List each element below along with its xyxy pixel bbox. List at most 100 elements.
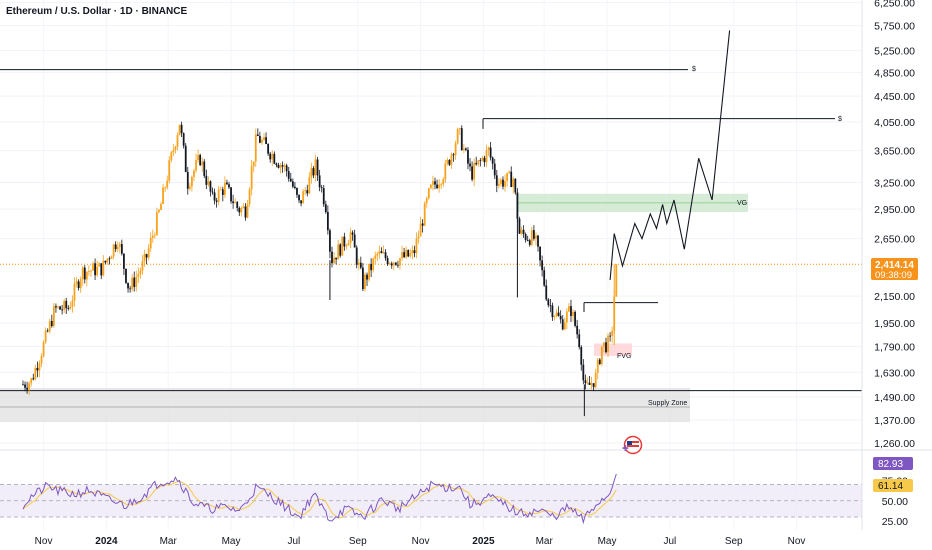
candle-body: [553, 316, 556, 318]
candle-body: [508, 171, 511, 173]
candle-body: [139, 270, 142, 274]
candle-body: [42, 342, 45, 357]
candle-body: [184, 145, 187, 172]
candle-body: [547, 299, 550, 306]
candle-body: [180, 124, 183, 134]
candle-body: [390, 263, 393, 266]
candle-body: [160, 203, 162, 210]
candle-body: [411, 250, 414, 254]
candle-body: [592, 383, 595, 388]
candle-body: [102, 260, 105, 276]
candle-body: [232, 201, 235, 204]
current-price-value: 2,414.14: [875, 260, 914, 271]
candle-body: [213, 192, 216, 201]
candle-body: [380, 251, 383, 254]
candle-body: [302, 191, 305, 204]
candle-body: [572, 311, 574, 316]
price-axis[interactable]: 6,250.00 5,750.00 5,250.00 4,850.00 4,450.00…: [861, 0, 915, 530]
candle-body: [230, 187, 232, 202]
candle-body: [394, 262, 397, 265]
candle-body: [465, 148, 467, 150]
chart-title: Ethereum / U.S. Dollar · 1D · BINANCE: [6, 6, 188, 17]
candle-body: [405, 249, 408, 258]
candle-body: [444, 163, 447, 180]
candle-body: [493, 163, 496, 176]
candle-body: [388, 263, 391, 265]
candle-body: [44, 330, 47, 343]
candle-body: [269, 153, 272, 160]
candle-body: [565, 311, 568, 323]
candle-body: [335, 257, 338, 260]
rsi-tick-label: 50.00: [882, 496, 908, 508]
candle-body: [392, 262, 395, 266]
candle-body: [92, 263, 94, 271]
grid-lines: [0, 2, 862, 444]
candle-body: [397, 264, 399, 266]
price-tick-label: 6,250.00: [874, 0, 915, 10]
candle-body: [357, 262, 360, 265]
candle-body: [368, 263, 370, 280]
fvg-label-green: VG: [737, 200, 747, 207]
candle-body: [535, 235, 537, 239]
candle-body: [265, 137, 267, 145]
candle-body: [611, 330, 614, 336]
candle-body: [205, 175, 208, 185]
time-tick-label: Nov: [412, 536, 430, 547]
candle-body: [462, 148, 465, 151]
candle-body: [429, 184, 432, 189]
candle-body: [125, 268, 127, 283]
candle-body: [85, 271, 88, 280]
candle-body: [594, 372, 597, 388]
candle-body: [65, 300, 68, 309]
rsi-ma-badge-bg: [873, 479, 913, 492]
horizontal-levels: [0, 69, 862, 392]
candle-body: [178, 124, 181, 136]
candle-body: [512, 178, 515, 187]
candle-body: [104, 260, 107, 263]
time-tick-label: May: [222, 536, 241, 547]
candle-body: [386, 258, 389, 265]
time-tick-label: Nov: [35, 536, 53, 547]
candle-body: [170, 152, 173, 161]
price-tick-label: 3,250.00: [874, 178, 915, 190]
candle-body: [188, 186, 191, 189]
flag-icon[interactable]: [623, 435, 643, 455]
time-tick-label: 2025: [472, 536, 495, 547]
candle-body: [52, 306, 55, 327]
candle-body: [250, 166, 253, 190]
candle-body: [528, 240, 531, 245]
candle-body: [436, 184, 438, 189]
candle-body: [127, 282, 129, 289]
candle-body: [26, 387, 28, 390]
candle-body: [568, 306, 570, 312]
candle-body: [467, 149, 469, 164]
candle-body: [487, 147, 490, 150]
candle-body: [211, 191, 214, 193]
candle-body: [81, 267, 84, 280]
candle-body: [164, 187, 167, 189]
candle-body: [489, 147, 492, 158]
candle-body: [473, 163, 476, 180]
candle-body: [123, 253, 125, 269]
candle-body: [524, 234, 527, 240]
candle-body: [520, 229, 523, 234]
candle-body: [471, 166, 473, 180]
candle-body: [149, 237, 152, 249]
candle-body: [217, 189, 220, 202]
candle-body: [423, 203, 426, 226]
candle-body: [440, 184, 443, 185]
candle-body: [446, 159, 449, 164]
candle-body: [497, 183, 500, 186]
candle-body: [67, 308, 70, 309]
candle-body: [63, 300, 66, 310]
candle-body: [176, 135, 179, 147]
candle-body: [530, 230, 533, 245]
plus-icon[interactable]: ✚: [622, 444, 629, 453]
candle-body: [421, 223, 424, 226]
candle-body: [475, 163, 478, 165]
time-axis[interactable]: Nov 2024 Mar May Jul Sep Nov 2025 Mar May Jul Sep No…: [35, 536, 806, 547]
candle-body: [419, 223, 422, 237]
rsi-badge-bg: [873, 457, 913, 470]
candle-body: [108, 258, 111, 260]
